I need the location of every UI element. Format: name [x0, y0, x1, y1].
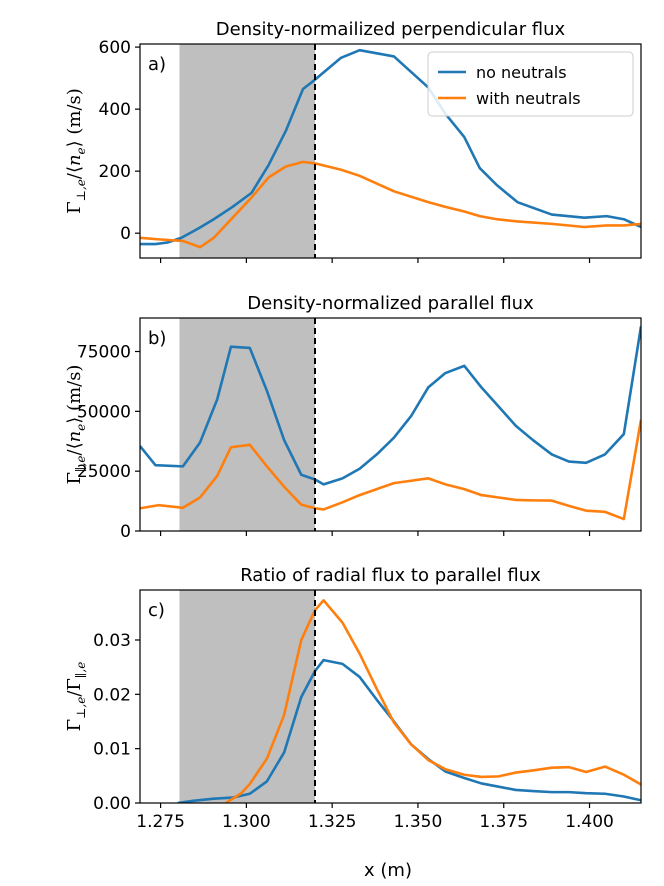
- y-tick-label: 600: [99, 38, 131, 58]
- legend-box: [427, 51, 634, 117]
- y-tick-label: 200: [99, 162, 131, 182]
- x-axis-label: x (m): [364, 860, 412, 881]
- panel-3: 1.275 1.300 1.325 1.350 1.375 1.400 0.00 0.01 0.…: [64, 565, 642, 832]
- panel-2: 0 25000 50000 75000 Density-normalized paral…: [64, 293, 642, 542]
- y-axis-label: Γ⊥,e/⟨ne⟩ (m/s): [64, 88, 88, 214]
- legend-label: with neutrals: [476, 89, 581, 108]
- series-line-with-neutrals: [225, 599, 641, 803]
- y-axis-label: Γ⊥,e/Γ∥,e: [64, 662, 88, 732]
- y-tick-label: 0.01: [93, 740, 131, 760]
- shaded-region: [179, 590, 316, 803]
- panel-tag: c): [148, 600, 165, 621]
- series-line-no-neutrals: [140, 48, 641, 246]
- x-tick-label: 1.325: [308, 812, 357, 832]
- panel-title: Density-normailized perpendicular flux: [216, 19, 566, 40]
- y-tick-label: 0.00: [93, 794, 131, 814]
- shaded-region: [179, 44, 316, 258]
- y-tick-label: 25000: [77, 462, 131, 482]
- y-axis-label: Γ∥,e/⟨ne⟩ (m/s): [64, 365, 88, 485]
- x-tick-label: 1.350: [394, 812, 443, 832]
- axes-frame: [139, 43, 642, 259]
- panel-tag: a): [148, 54, 166, 75]
- y-tick-label: 0: [120, 224, 131, 244]
- y-tick-label: 400: [99, 100, 131, 120]
- x-tick-label: 1.400: [565, 812, 614, 832]
- panel-tag: b): [148, 328, 166, 349]
- series-line-no-neutrals: [140, 326, 641, 486]
- panel-1: 0 200 400 600 Density-normailized perpendicu…: [64, 19, 642, 263]
- axes-frame: [139, 317, 642, 532]
- legend-label: no neutrals: [476, 63, 567, 82]
- axes-frame: [139, 589, 642, 804]
- y-tick-label: 75000: [77, 343, 131, 363]
- y-tick-label: 0.02: [93, 685, 131, 705]
- x-tick-label: 1.375: [479, 812, 528, 832]
- legend: no neutrals with neutrals: [427, 51, 634, 117]
- y-tick-label: 0: [120, 522, 131, 542]
- y-tick-label: 0.03: [93, 631, 131, 651]
- x-tick-label: 1.300: [222, 812, 271, 832]
- series-line-with-neutrals: [140, 160, 641, 249]
- x-tick-label: 1.275: [136, 812, 185, 832]
- y-tick-label: 50000: [77, 402, 131, 422]
- series-line-with-neutrals: [140, 419, 641, 521]
- panel-title: Density-normalized parallel flux: [247, 293, 534, 314]
- panel-title: Ratio of radial flux to parallel flux: [240, 565, 541, 586]
